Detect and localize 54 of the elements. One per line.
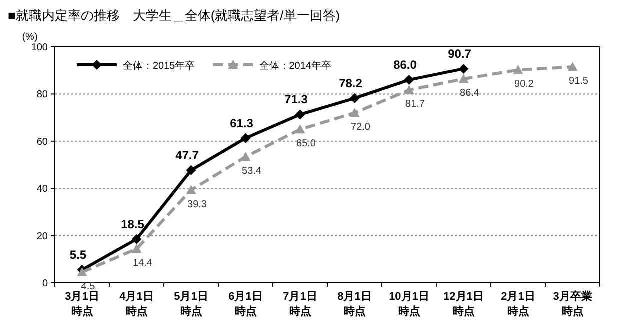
point — [404, 85, 414, 94]
point — [513, 65, 524, 74]
data-label: 65.0 — [296, 138, 316, 150]
x-tick-label: 8月1日時点 — [338, 291, 372, 318]
data-label: 78.2 — [339, 76, 363, 90]
data-label: 14.4 — [133, 258, 153, 270]
data-label: 72.0 — [351, 122, 371, 134]
data-label: 4.5 — [81, 281, 96, 292]
x-tick-label: 12月1日時点 — [444, 291, 484, 318]
data-label: 86.4 — [460, 88, 480, 100]
data-label: 81.7 — [406, 99, 426, 110]
point — [295, 110, 306, 120]
point — [132, 244, 142, 254]
data-label: 47.7 — [176, 148, 200, 162]
point — [186, 185, 196, 194]
point — [350, 93, 360, 104]
x-tick-label: 3月1日時点 — [65, 291, 100, 318]
data-label: 61.3 — [230, 116, 254, 130]
data-label: 53.4 — [242, 166, 262, 177]
y-tick-label: 100 — [31, 42, 48, 54]
legend-label: 全体：2015年卒 — [123, 60, 196, 72]
x-tick-label: 3月卒業時点 — [553, 290, 592, 318]
point — [295, 124, 306, 134]
chart-title: ■就職内定率の推移 大学生＿全体(就職志望者/単一回答) — [8, 8, 340, 23]
y-tick-label: 40 — [36, 184, 48, 196]
x-tick-label: 2月1日時点 — [501, 291, 536, 318]
data-label: 90.7 — [448, 46, 472, 61]
y-axis-title: (%) — [22, 32, 38, 43]
data-label: 18.5 — [121, 217, 145, 232]
x-tick-label: 10月1日時点 — [389, 291, 430, 318]
point — [240, 152, 251, 161]
y-tick-label: 0 — [42, 278, 48, 290]
y-tick-label: 60 — [36, 136, 48, 148]
y-tick-label: 20 — [36, 231, 48, 242]
legend-label: 全体：2014年卒 — [259, 60, 332, 72]
point — [132, 234, 142, 244]
y-tick-label: 80 — [36, 90, 48, 101]
point — [458, 74, 469, 84]
point — [568, 62, 578, 72]
data-label: 86.0 — [394, 58, 418, 72]
point — [458, 64, 469, 74]
x-tick-label: 6月1日時点 — [228, 291, 263, 318]
point — [240, 133, 251, 144]
x-tick-label: 5月1日時点 — [174, 291, 208, 318]
data-label: 5.5 — [70, 248, 87, 262]
x-tick-label: 7月1日時点 — [283, 291, 318, 318]
data-label: 39.3 — [188, 199, 208, 210]
x-tick-label: 4月1日時点 — [120, 291, 154, 318]
point — [186, 165, 196, 176]
data-label: 91.5 — [569, 76, 589, 88]
point — [404, 75, 414, 86]
point — [350, 108, 360, 118]
data-label: 71.3 — [284, 92, 308, 107]
data-label: 90.2 — [514, 79, 534, 90]
